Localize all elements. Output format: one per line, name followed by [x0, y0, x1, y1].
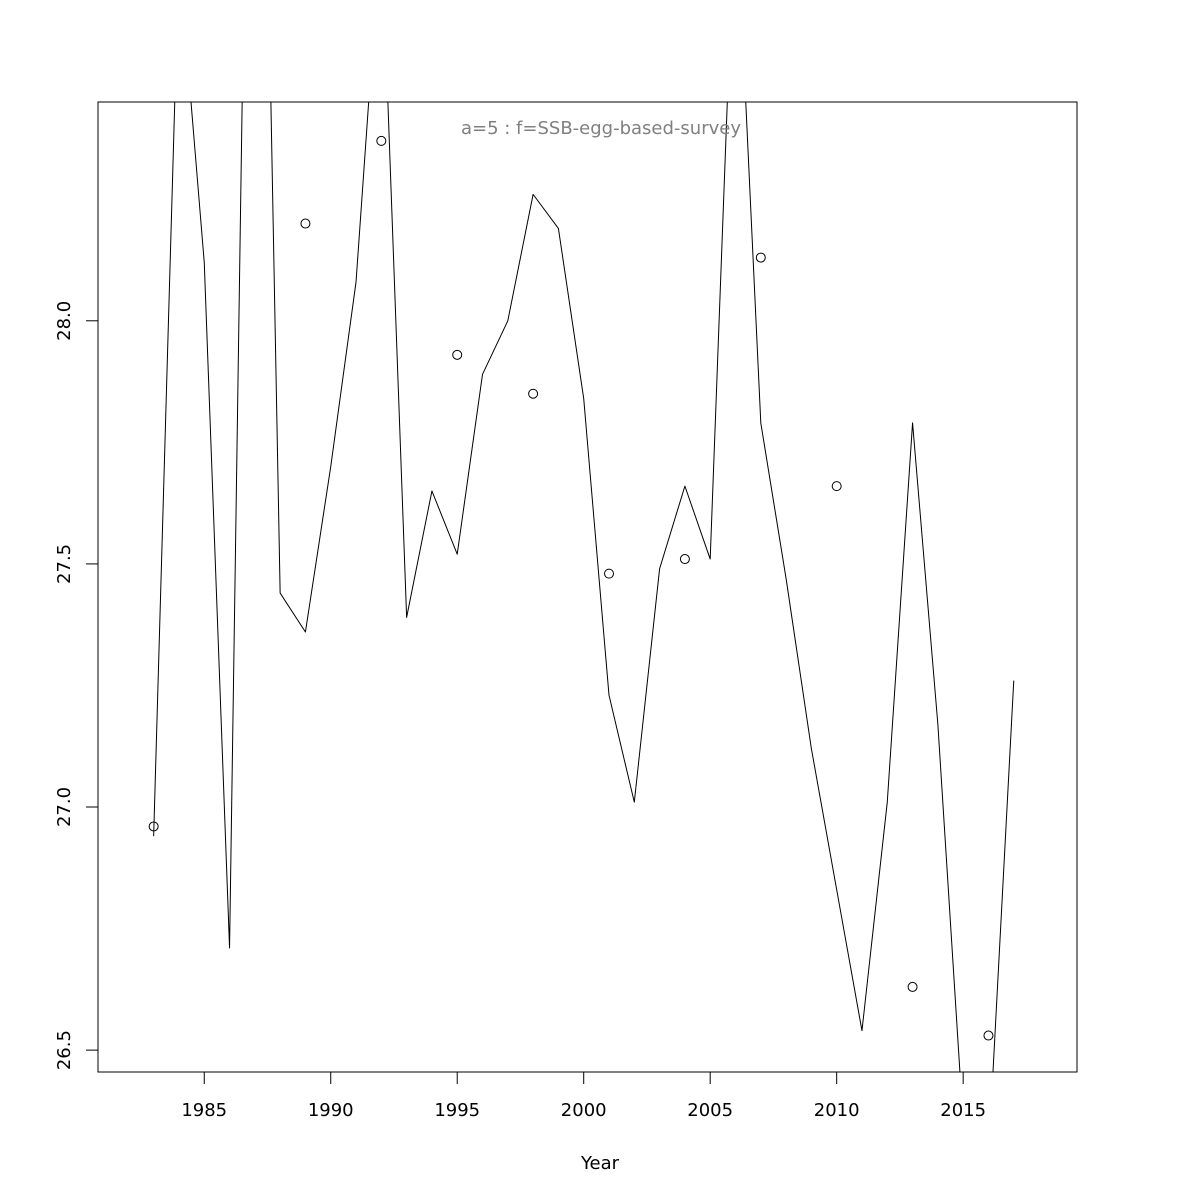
series-layer [148, 102, 1015, 1072]
y-tick-label: 27.5 [54, 544, 75, 584]
data-point [376, 135, 387, 146]
y-tick-label: 26.5 [54, 1030, 75, 1070]
x-axis: 1985 1990 1995 2000 2005 2010 2015 [181, 1071, 986, 1121]
x-tick-label: 2000 [561, 1100, 607, 1121]
data-point [983, 1030, 994, 1041]
x-tick-label: 1995 [434, 1100, 480, 1121]
x-tick-label: 2015 [940, 1100, 986, 1121]
chart-annotation: a=5 : f=SSB-egg-based-survey [461, 118, 741, 139]
data-point [604, 568, 615, 579]
x-tick-label: 2005 [687, 1100, 733, 1121]
y-axis: 26.5 27.0 27.5 28.0 [54, 301, 99, 1070]
y-tick-label: 28.0 [54, 301, 75, 341]
x-axis-label: Year [580, 1153, 620, 1174]
data-point [528, 388, 539, 399]
data-point [831, 481, 842, 492]
data-point [755, 252, 766, 263]
x-tick-label: 1985 [181, 1100, 227, 1121]
y-tick-label: 27.0 [54, 787, 75, 827]
data-point [907, 981, 918, 992]
x-tick-label: 1990 [308, 1100, 354, 1121]
data-point [452, 349, 463, 360]
data-point [300, 218, 311, 229]
series-line [153, 102, 1015, 1072]
data-point [148, 821, 159, 832]
data-point [679, 554, 690, 565]
x-tick-label: 2010 [814, 1100, 860, 1121]
